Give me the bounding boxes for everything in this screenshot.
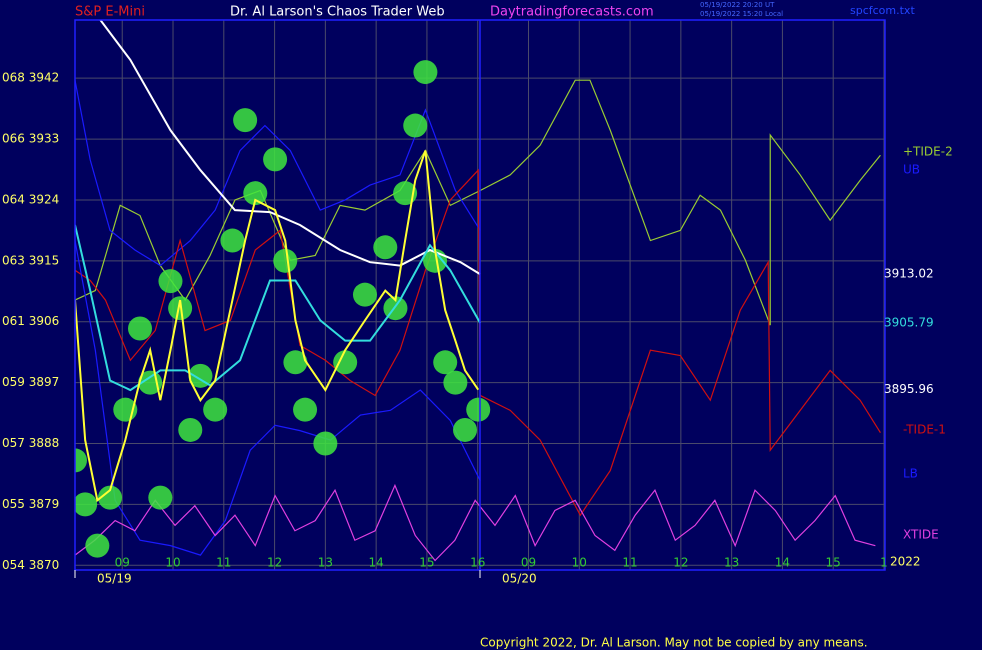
price-marker	[466, 397, 491, 422]
legend-label: -TIDE-1	[903, 423, 946, 437]
series-line	[75, 240, 481, 556]
symbol: S&P E-Mini	[75, 5, 145, 20]
price-marker	[233, 108, 258, 133]
x-tick-label: 11	[216, 556, 231, 570]
x-tick-label: 10	[165, 556, 180, 570]
x-tick-label: 12	[673, 556, 688, 570]
time-local: 05/19/2022 15:20 Local	[700, 10, 783, 18]
price-marker	[85, 533, 110, 558]
y-tick-label: 057 3888	[2, 436, 59, 450]
last-value-label: 3895.96	[884, 382, 934, 396]
price-marker	[413, 60, 438, 85]
copyright: Copyright 2022, Dr. Al Larson. May not b…	[480, 636, 868, 650]
y-tick-label: 055 3879	[2, 497, 59, 511]
price-marker	[352, 282, 377, 307]
price-marker	[453, 417, 478, 442]
x-tick-label: 12	[267, 556, 282, 570]
price-marker	[75, 448, 87, 473]
last-value-label: 3905.79	[884, 316, 934, 330]
x-tick-label: 15	[419, 556, 434, 570]
plot-area	[75, 20, 885, 570]
x-tick-label: 09	[521, 556, 536, 570]
site-url[interactable]: Daytradingforecasts.com	[490, 5, 654, 20]
legend-label: LB	[903, 467, 918, 481]
price-marker	[75, 492, 98, 517]
price-marker	[373, 235, 398, 260]
y-tick-label: 063 3915	[2, 253, 59, 267]
x-tick-label: 13	[318, 556, 333, 570]
series-line	[75, 483, 876, 562]
x-tick-label: 11	[622, 556, 637, 570]
price-marker	[203, 397, 228, 422]
price-marker	[273, 248, 298, 273]
y-tick-label: 068 3942	[2, 71, 59, 85]
y-tick-label: 066 3933	[2, 132, 59, 146]
file-name: spcfcom.txt	[850, 4, 915, 17]
price-marker	[168, 296, 193, 321]
y-tick-label: 064 3924	[2, 192, 59, 206]
price-marker	[263, 147, 288, 172]
series-line	[75, 80, 481, 267]
x-tick-label: 1	[880, 556, 888, 570]
price-marker	[283, 350, 308, 375]
series-line	[99, 20, 481, 276]
date-label: 05/19	[97, 572, 132, 586]
price-marker	[128, 316, 153, 341]
x-tick-label: 15	[826, 556, 841, 570]
x-tick-label: 14	[775, 556, 790, 570]
date-label: 05/20	[502, 572, 537, 586]
price-marker	[158, 269, 183, 294]
price-marker	[98, 485, 123, 510]
price-marker	[293, 397, 318, 422]
x-tick-label: 09	[115, 556, 130, 570]
x-tick-label: 16	[470, 556, 485, 570]
y-tick-label: 059 3897	[2, 375, 59, 389]
y-tick-label: 061 3906	[2, 314, 59, 328]
year-label: 2022	[890, 555, 921, 569]
price-marker	[188, 363, 213, 388]
price-marker	[443, 370, 468, 395]
legend-label: +TIDE-2	[903, 145, 953, 159]
price-marker	[433, 350, 458, 375]
y-tick-label: 054 3870	[2, 558, 59, 572]
legend-label: XTIDE	[903, 528, 939, 542]
series-layer	[75, 20, 881, 562]
x-tick-label: 10	[572, 556, 587, 570]
price-marker	[148, 485, 173, 510]
price-marker	[313, 431, 338, 456]
site-title: Dr. Al Larson's Chaos Trader Web	[230, 5, 445, 20]
last-value-label: 3913.02	[884, 267, 934, 281]
price-marker	[403, 113, 428, 138]
legend-label: UB	[903, 163, 920, 177]
x-tick-label: 14	[369, 556, 384, 570]
series-line	[75, 150, 480, 503]
price-marker	[220, 228, 245, 253]
price-marker	[178, 417, 203, 442]
series-line	[75, 168, 881, 517]
price-marker	[333, 350, 358, 375]
time-ut: 05/19/2022 20:20 UT	[700, 1, 775, 9]
x-tick-label: 13	[724, 556, 739, 570]
series-line	[75, 224, 482, 392]
price-marker	[243, 181, 268, 206]
